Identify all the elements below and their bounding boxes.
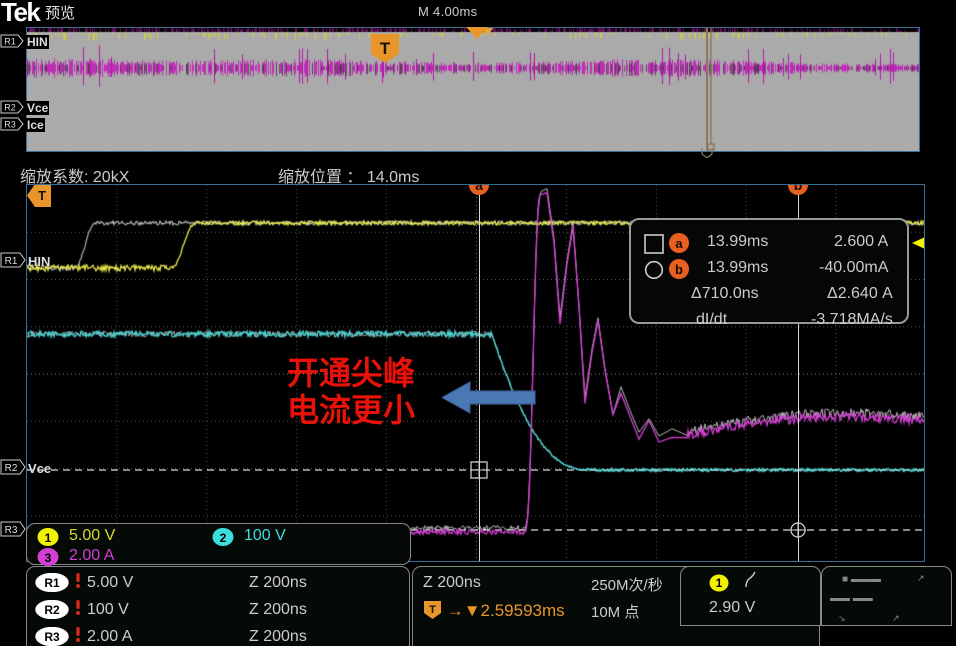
svg-text:b: b: [675, 262, 683, 277]
svg-text:a: a: [675, 236, 683, 251]
svg-text:R2: R2: [44, 603, 60, 617]
svg-text:b: b: [794, 184, 803, 193]
svg-text:R1: R1: [4, 37, 16, 47]
svg-text:T: T: [380, 39, 391, 58]
svg-text:T: T: [38, 188, 46, 203]
svg-text:R3: R3: [44, 630, 60, 644]
svg-text:1: 1: [45, 531, 52, 545]
svg-text:3: 3: [45, 551, 52, 565]
svg-text:R3: R3: [5, 525, 18, 536]
svg-text:R3: R3: [4, 120, 16, 130]
svg-text:T: T: [429, 604, 436, 616]
svg-text:R1: R1: [44, 576, 60, 590]
svg-text:R1: R1: [5, 256, 18, 267]
svg-text:1: 1: [716, 576, 723, 590]
svg-text:R2: R2: [5, 463, 18, 474]
svg-text:a: a: [475, 184, 483, 193]
svg-text:R2: R2: [4, 103, 16, 113]
svg-text:2: 2: [220, 531, 227, 545]
